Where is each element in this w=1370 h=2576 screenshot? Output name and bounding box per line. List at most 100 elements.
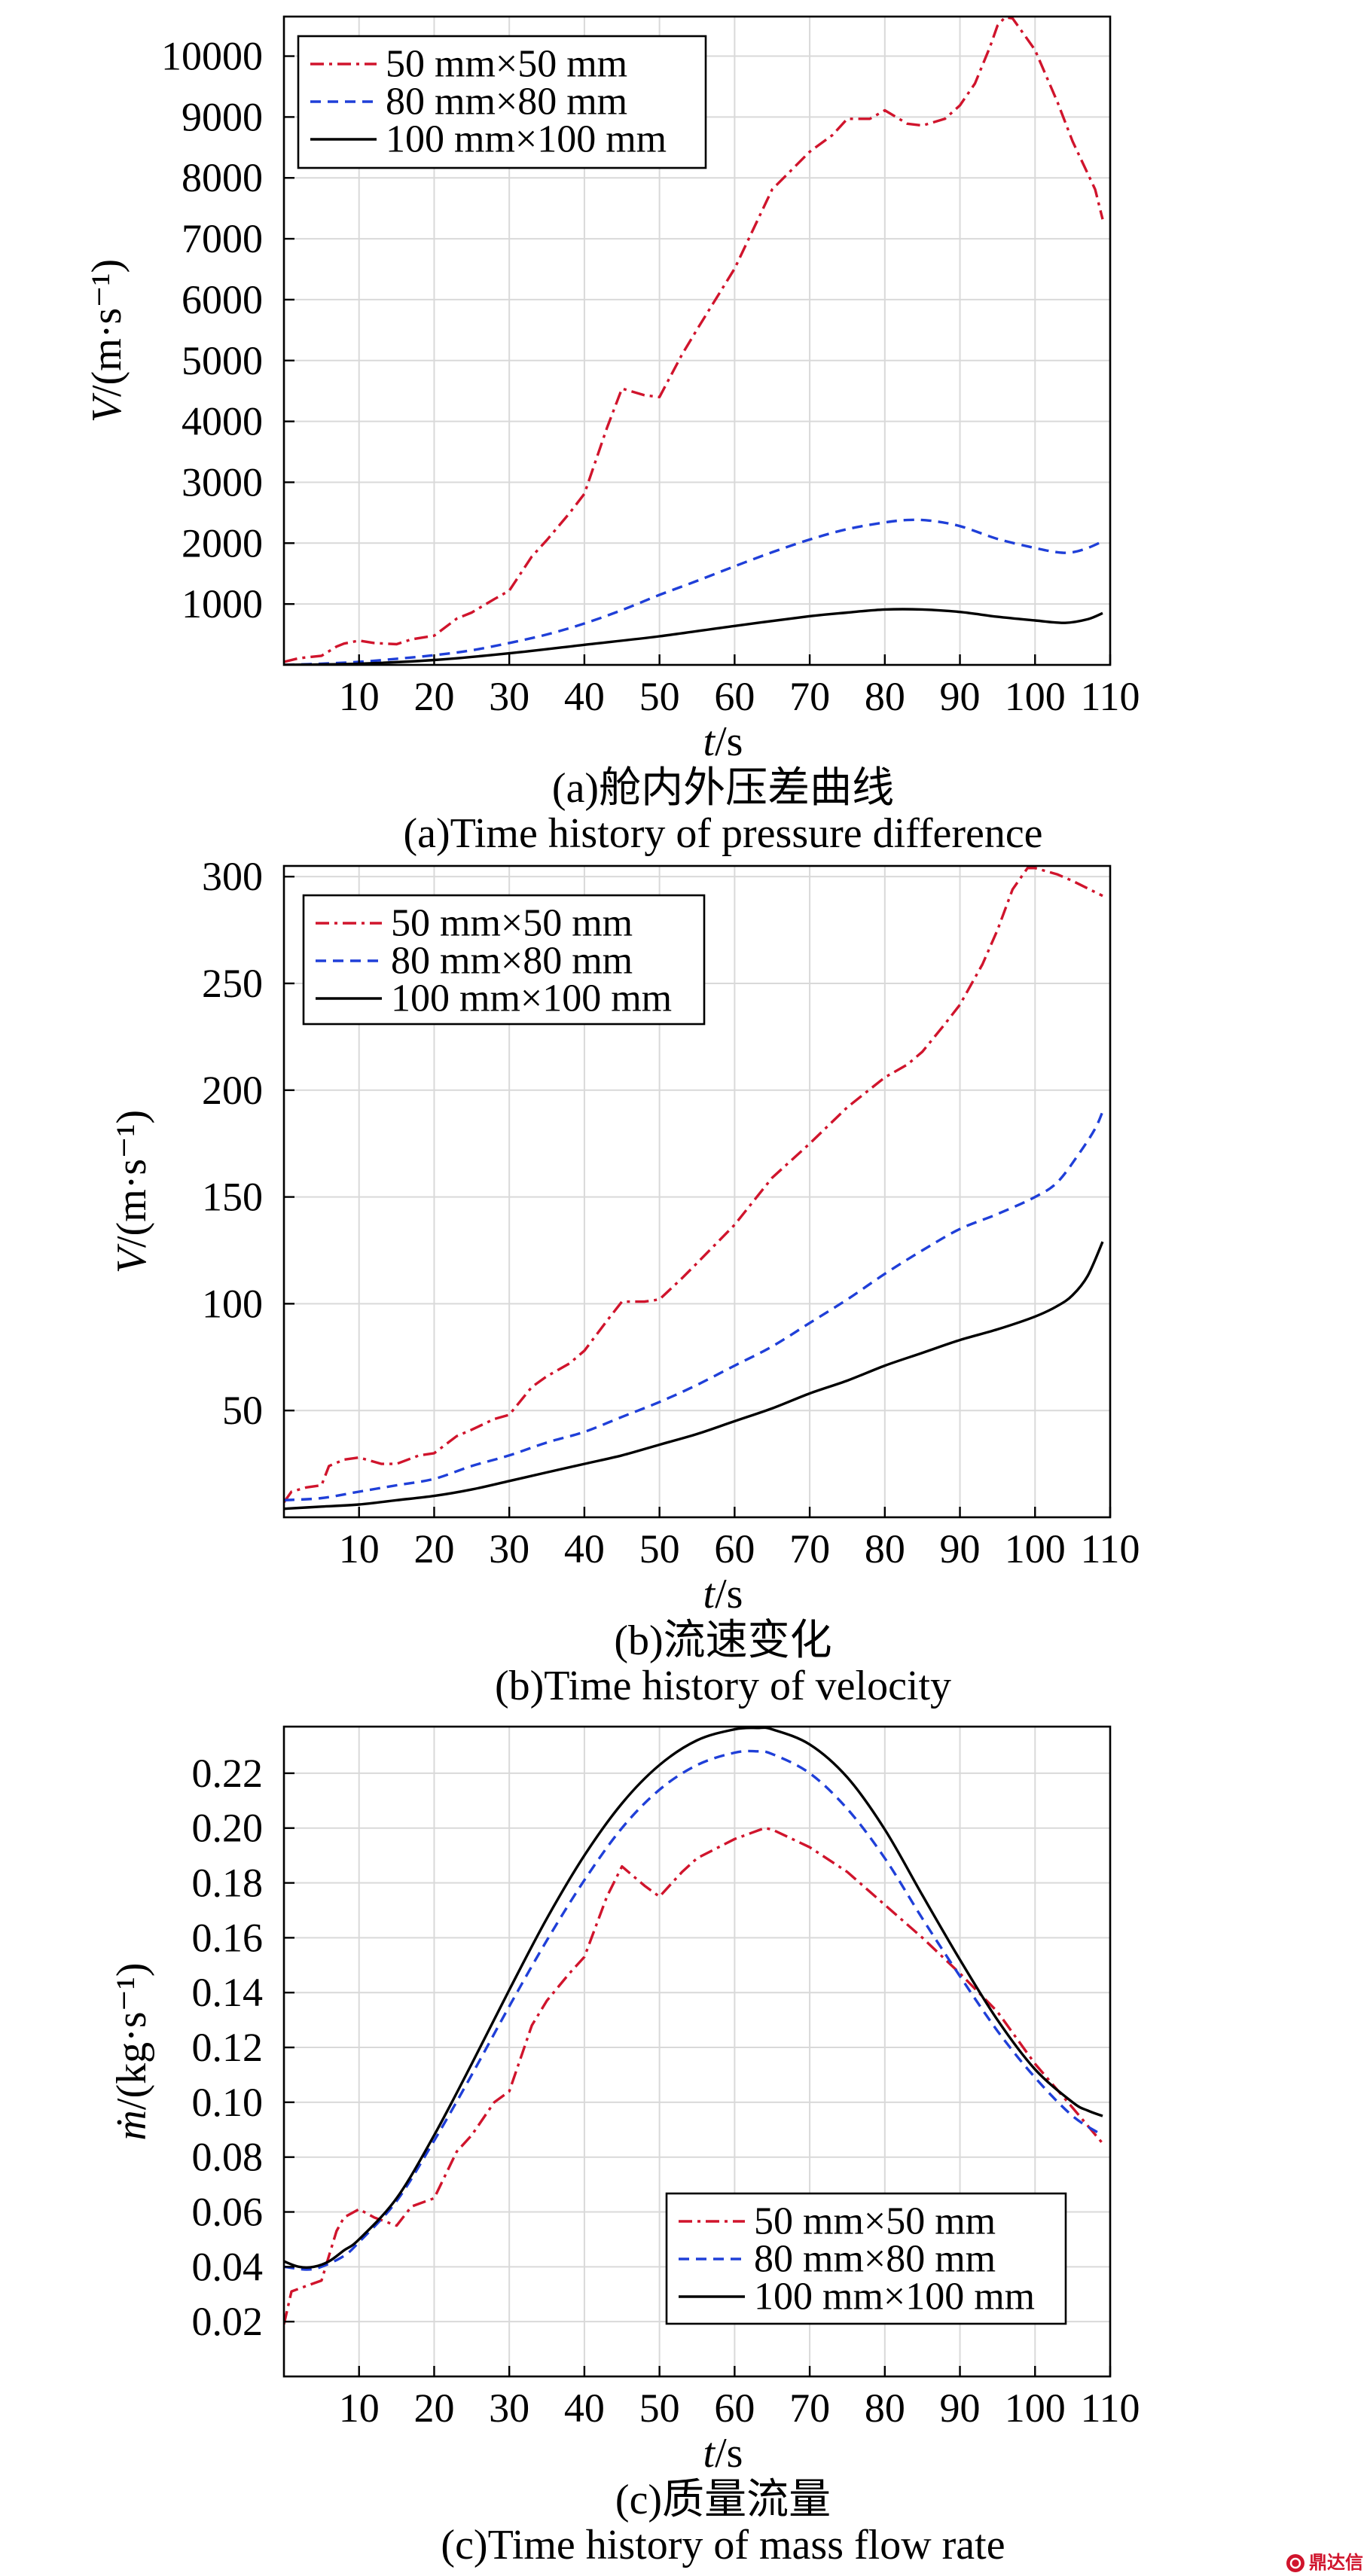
x-axis: 10 20 30 40 50 60 70 80 90 100 110 [339, 1507, 1140, 1572]
x-tick-label: 50 [639, 2385, 680, 2431]
x-tick-label: 100 [1005, 1526, 1066, 1572]
series-line-80-mm-80-mm [284, 1111, 1104, 1501]
chart-panel-c: 10 20 30 40 50 60 70 80 90 100 110 0.02 0.04 0.06 0.08… [108, 1725, 1140, 2568]
y-tick-label: 5000 [182, 338, 263, 383]
x-tick-label: 70 [789, 2385, 830, 2431]
legend-item: 100 mm×100 mm [310, 118, 667, 161]
legend-item: 50 mm×50 mm [310, 43, 627, 86]
y-tick-label: 0.10 [192, 2080, 264, 2125]
y-tick-label: 8000 [182, 155, 263, 200]
x-tick-label: 20 [413, 1526, 454, 1572]
x-tick-label: 70 [789, 674, 830, 719]
legend-label: 50 mm×50 mm [754, 2200, 996, 2243]
x-tick-label: 30 [489, 1526, 529, 1572]
x-tick-label: 10 [339, 674, 380, 719]
legend-label: 50 mm×50 mm [386, 43, 627, 86]
series-group [284, 1727, 1104, 2325]
x-tick-label: 20 [413, 2385, 454, 2431]
series-line-80-mm-80-mm [284, 518, 1103, 665]
y-tick-label: 7000 [182, 216, 263, 261]
y-tick-label: 0.08 [192, 2135, 264, 2180]
x-tick-label: 60 [714, 2385, 755, 2431]
legend-item: 80 mm×80 mm [310, 81, 627, 123]
x-tick-label: 90 [940, 2385, 981, 2431]
x-axis-label: t/s [703, 718, 743, 765]
x-tick-label: 70 [789, 1526, 830, 1572]
caption-en: (b)Time history of velocity [495, 1663, 951, 1709]
series-line-100-mm-100-mm [284, 608, 1103, 665]
x-tick-label: 110 [1081, 674, 1140, 719]
x-tick-label: 110 [1081, 1526, 1140, 1572]
legend-box [302, 894, 706, 1026]
series-line-50-mm-50-mm [284, 867, 1103, 1504]
series-line-50-mm-50-mm [284, 1827, 1104, 2325]
x-tick-label: 10 [339, 2385, 380, 2431]
y-tick-label: 3000 [182, 459, 263, 505]
y-axis: 0.02 0.04 0.06 0.08 0.10 0.12 0.14 0.16 0.18 0.20… [192, 1751, 294, 2344]
x-tick-label: 90 [940, 1526, 981, 1572]
chart-panel-b: 10 20 30 40 50 60 70 80 90 100 110 50 100 150 200 250 30… [108, 854, 1140, 1709]
series-group [284, 867, 1104, 1511]
y-tick-label: 0.12 [192, 2025, 264, 2070]
x-tick-label: 40 [564, 2385, 605, 2431]
caption-zh: (b)流速变化 [614, 1617, 831, 1664]
series-line-80-mm-80-mm [284, 1749, 1103, 2271]
x-tick-label: 100 [1005, 2385, 1066, 2431]
legend-label: 100 mm×100 mm [391, 977, 672, 1020]
y-tick-label: 4000 [182, 399, 263, 444]
y-tick-label: 10000 [161, 34, 263, 79]
x-tick-label: 30 [489, 674, 529, 719]
legend-label: 80 mm×80 mm [754, 2238, 996, 2281]
y-tick-label: 150 [202, 1175, 263, 1220]
logo-icon [1286, 2554, 1304, 2572]
y-axis-label: V/(m·s⁻¹) [108, 1110, 155, 1273]
legend-item: 80 mm×80 mm [316, 940, 633, 983]
legend-item: 50 mm×50 mm [679, 2200, 996, 2243]
y-tick-label: 1000 [182, 581, 263, 626]
y-tick-label: 0.20 [192, 1806, 264, 1851]
series-group [284, 17, 1104, 665]
watermark: 鼎达信 [1286, 2552, 1363, 2573]
x-axis: 10 20 30 40 50 60 70 80 90 100 110 [339, 2366, 1140, 2431]
x-axis-label: t/s [703, 1571, 743, 1617]
series-line-50-mm-50-mm [284, 17, 1104, 663]
caption-zh: (a)舱内外压差曲线 [552, 765, 894, 812]
x-tick-label: 50 [639, 1526, 680, 1572]
legend-label: 100 mm×100 mm [754, 2276, 1035, 2318]
x-tick-label: 80 [865, 2385, 905, 2431]
y-tick-label: 0.18 [192, 1861, 264, 1906]
legend-item: 100 mm×100 mm [679, 2276, 1035, 2318]
y-tick-label: 300 [202, 854, 263, 899]
x-tick-label: 80 [865, 1526, 905, 1572]
series-line-100-mm-100-mm [284, 1727, 1103, 2269]
y-tick-label: 2000 [182, 520, 263, 566]
legend-label: 80 mm×80 mm [386, 81, 627, 123]
x-tick-label: 30 [489, 2385, 529, 2431]
x-axis: 10 20 30 40 50 60 70 80 90 100 110 [339, 654, 1140, 719]
x-tick-label: 110 [1081, 2385, 1140, 2431]
y-tick-label: 0.02 [192, 2299, 264, 2344]
legend-item: 100 mm×100 mm [316, 977, 672, 1020]
legend-label: 100 mm×100 mm [386, 118, 667, 161]
legend-label: 50 mm×50 mm [391, 902, 633, 945]
watermark-text: 鼎达信 [1309, 2552, 1363, 2573]
y-axis-label: V/(m·s⁻¹) [84, 259, 130, 422]
y-axis: 1000 2000 3000 4000 5000 6000 7000 8000 9000 1000… [161, 34, 294, 626]
y-tick-label: 0.14 [192, 1970, 264, 2015]
y-tick-label: 250 [202, 961, 263, 1006]
y-tick-label: 100 [202, 1281, 263, 1326]
legend-item: 50 mm×50 mm [316, 902, 633, 945]
legend-label: 80 mm×80 mm [391, 940, 633, 983]
x-tick-label: 100 [1005, 674, 1066, 719]
y-axis: 50 100 150 200 250 300 [202, 854, 294, 1433]
logo-icon-ring [1289, 2557, 1301, 2569]
y-tick-label: 0.22 [192, 1751, 264, 1796]
y-tick-label: 0.04 [192, 2244, 264, 2289]
y-tick-label: 9000 [182, 94, 263, 139]
y-tick-label: 0.06 [192, 2190, 264, 2235]
caption-zh: (c)质量流量 [615, 2477, 831, 2523]
x-tick-label: 40 [564, 674, 605, 719]
